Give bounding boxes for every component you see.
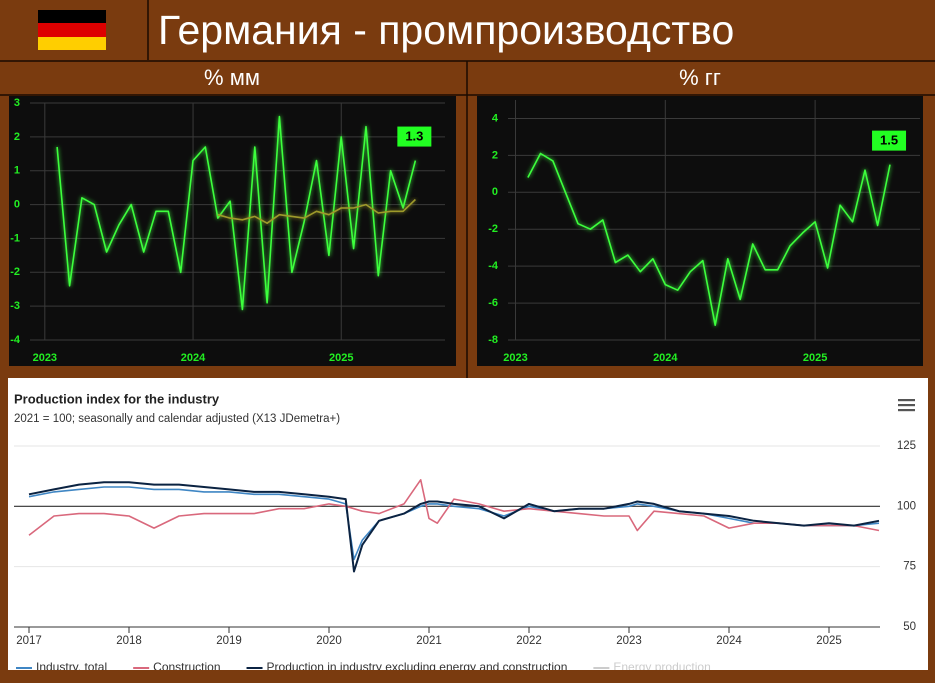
x-tick-label: 2022 [516,635,542,647]
chart-subtitle: 2021 = 100; seasonally and calendar adju… [14,413,340,425]
value-label-box [397,126,432,147]
y-tick-label: 125 [897,440,916,452]
flag-stripe [38,23,106,37]
value-label: 1.5 [880,133,898,148]
value-label: 1.3 [405,128,423,143]
legend-label: Construction [153,660,220,674]
x-tick-label: 2025 [803,352,827,364]
series-line [28,481,880,573]
x-tick-label: 2020 [316,635,342,647]
y-tick-label: 100 [897,500,916,512]
chart-panel [477,96,923,366]
series-line [527,152,891,326]
y-tick-label: 2 [492,149,498,161]
x-tick-label: 2017 [16,635,42,647]
page-title: Германия - промпроизводство [158,7,734,53]
x-tick-label: 2024 [181,352,206,364]
series-line [56,115,417,311]
x-tick-label: 2023 [616,635,642,647]
y-tick-label: 1 [14,165,20,177]
x-tick-label: 2025 [816,635,842,647]
menu-icon[interactable] [898,399,915,412]
y-tick-label: 0 [492,186,498,198]
y-tick-label: -6 [488,297,498,309]
x-tick-label: 2025 [329,352,353,364]
flag-stripe [38,10,106,23]
x-tick-label: 2023 [33,352,57,364]
y-tick-label: -3 [10,300,20,312]
y-tick-label: 4 [492,112,499,124]
value-label-box [872,130,907,151]
y-tick-label: 0 [14,198,20,210]
flag-stripe [38,37,106,50]
y-tick-label: -2 [488,223,498,235]
legend: Industry, total Construction Production in… [16,660,711,674]
chart-panel [9,96,456,366]
chart-title: Production index for the industry [14,391,220,406]
y-tick-label: -2 [10,266,20,278]
series-line [28,479,880,536]
x-tick-label: 2018 [116,635,142,647]
y-tick-label: -8 [488,334,498,346]
y-tick-label: -1 [10,232,20,244]
y-tick-label: 75 [903,561,916,573]
y-tick-label: -4 [10,334,21,346]
x-tick-label: 2021 [416,635,442,647]
y-tick-label: 50 [903,621,916,633]
y-tick-label: -4 [488,260,499,272]
x-tick-label: 2023 [503,352,527,364]
legend-label: Energy production [613,660,710,674]
chart-title: % мм [204,65,260,90]
menu-bar [898,409,915,412]
x-tick-label: 2019 [216,635,242,647]
legend-label: Industry, total [36,660,107,674]
y-tick-label: 2 [14,131,20,143]
series-line [28,486,880,561]
x-tick-label: 2024 [716,635,742,647]
legend-label: Production in industry excluding energy … [267,660,568,674]
menu-bar [898,399,915,402]
menu-bar [898,404,915,407]
series-line [217,198,416,224]
y-tick-label: 3 [14,97,20,109]
x-tick-label: 2024 [653,352,678,364]
chart-title: % гг [679,65,721,90]
